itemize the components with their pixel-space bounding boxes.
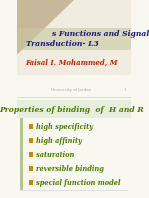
Bar — [17, 100, 131, 118]
Text: saturation: saturation — [36, 151, 74, 159]
Bar — [29, 180, 33, 185]
Text: special function model: special function model — [36, 179, 120, 187]
Text: Transduction- L3: Transduction- L3 — [26, 40, 99, 48]
Bar — [29, 166, 33, 171]
Text: Faisal I. Mohammed, M: Faisal I. Mohammed, M — [25, 59, 118, 67]
Bar — [17, 28, 131, 50]
Text: 1: 1 — [124, 88, 126, 92]
Bar — [17, 0, 131, 75]
Text: s Functions and Signal: s Functions and Signal — [52, 30, 149, 38]
Text: reversible binding: reversible binding — [36, 165, 104, 173]
Bar — [29, 124, 33, 129]
Bar — [20, 118, 23, 190]
Bar — [29, 138, 33, 143]
Text: high affinity: high affinity — [36, 137, 82, 145]
Text: high specificity: high specificity — [36, 123, 93, 131]
Text: University of Jordan: University of Jordan — [52, 88, 92, 92]
Polygon shape — [17, 0, 74, 55]
Text: Properties of binding  of  H and R: Properties of binding of H and R — [0, 106, 144, 114]
Bar — [29, 152, 33, 157]
